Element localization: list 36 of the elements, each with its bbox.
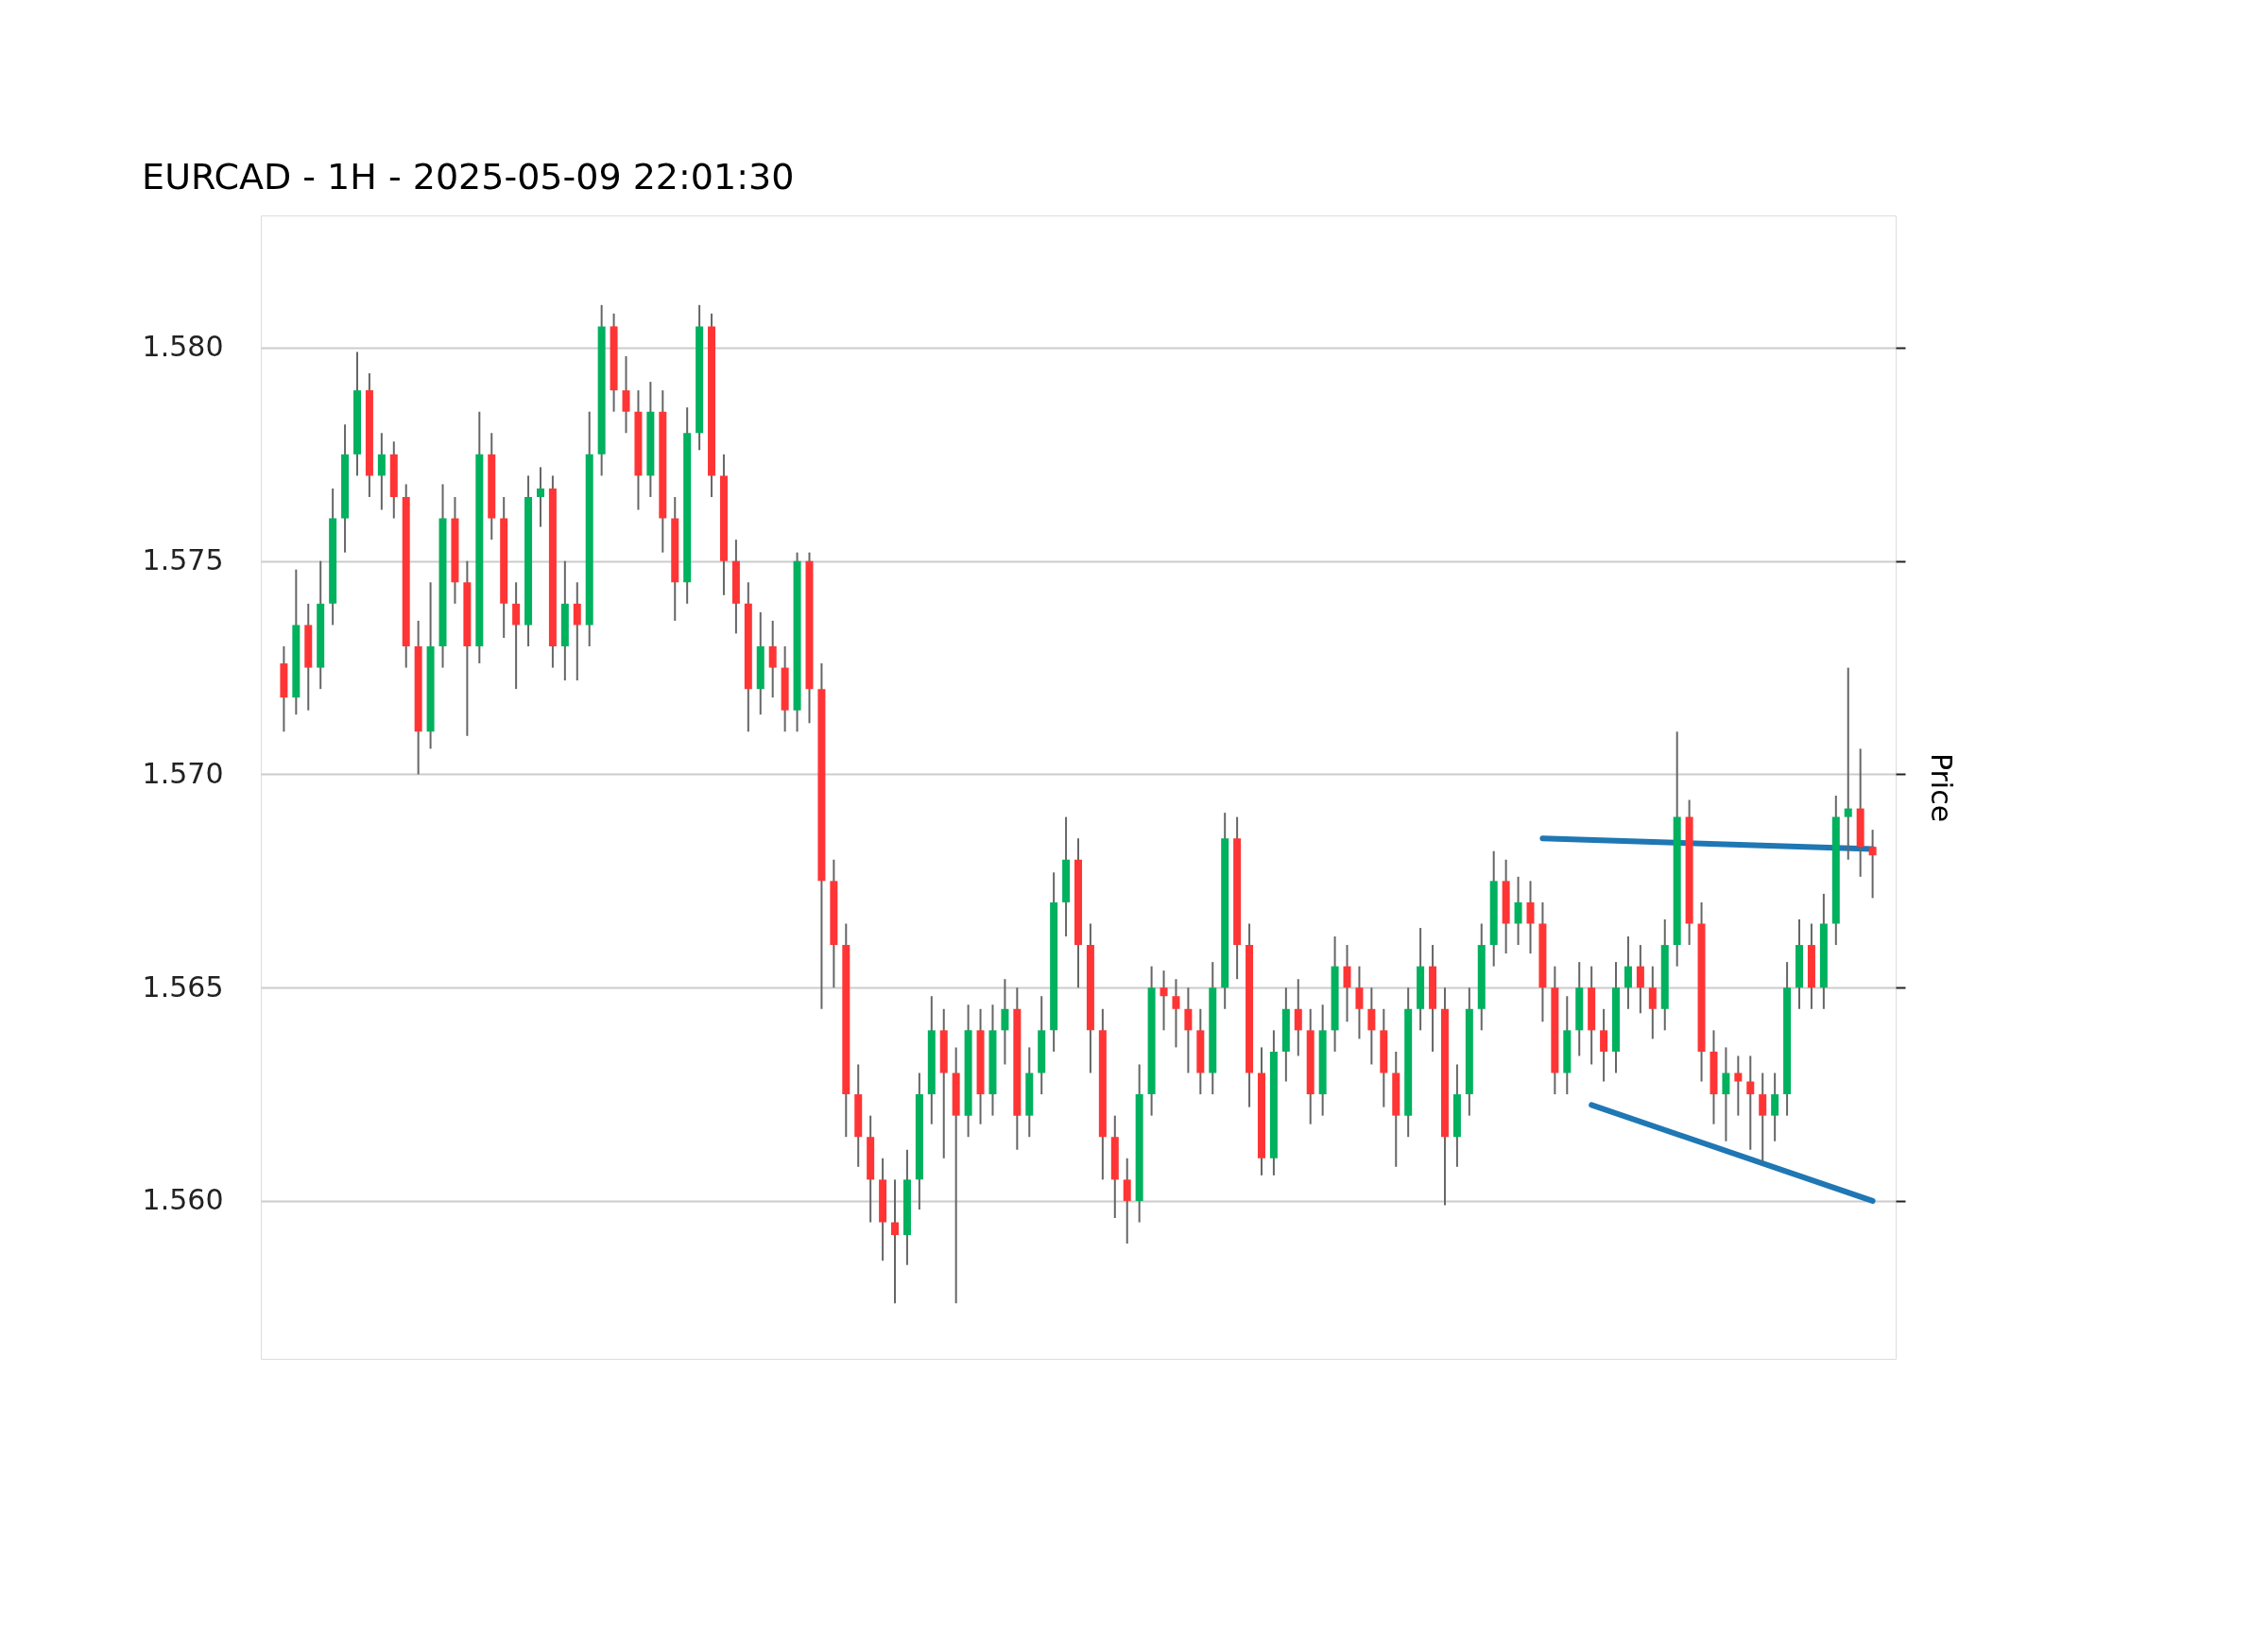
candlestick xyxy=(1746,1055,1755,1151)
candlestick xyxy=(1343,944,1351,1023)
candlestick xyxy=(1294,978,1302,1057)
candlestick xyxy=(1722,1046,1730,1142)
candlestick xyxy=(1624,935,1632,1010)
y-tick-label: 1.570 xyxy=(142,756,224,790)
candlestick xyxy=(1123,1157,1131,1245)
candlestick xyxy=(1648,965,1657,1040)
candlestick xyxy=(1526,880,1535,955)
candlestick xyxy=(1844,666,1852,861)
y-tick-label: 1.575 xyxy=(142,543,224,577)
candlestick xyxy=(573,581,581,682)
candlestick xyxy=(1600,1007,1608,1083)
y-tick-label: 1.560 xyxy=(142,1183,224,1217)
candlestick xyxy=(1868,829,1877,900)
candlestick xyxy=(1636,944,1644,1015)
candlestick xyxy=(1367,987,1376,1066)
candlestick xyxy=(1160,969,1168,1032)
candlestick xyxy=(1355,965,1364,1040)
candlestick xyxy=(1734,1055,1743,1117)
candlestick xyxy=(1759,1072,1767,1164)
candlestick xyxy=(768,619,777,699)
candlestick xyxy=(1184,987,1193,1074)
chart-title: EURCAD - 1H - 2025-05-09 22:01:30 xyxy=(142,156,795,197)
y-axis-title: Price xyxy=(1924,752,1958,823)
candlestick xyxy=(512,581,521,691)
candlestick xyxy=(891,1178,900,1305)
y-tick-label: 1.565 xyxy=(142,969,224,1004)
candlestick xyxy=(1001,978,1009,1066)
candlestick xyxy=(377,432,386,511)
y-tick-label: 1.580 xyxy=(142,330,224,364)
candlestick xyxy=(1771,1072,1779,1142)
candlestick xyxy=(1172,978,1180,1049)
candlestick xyxy=(622,354,630,435)
candlestick xyxy=(1514,875,1522,947)
candlestick xyxy=(536,466,544,528)
